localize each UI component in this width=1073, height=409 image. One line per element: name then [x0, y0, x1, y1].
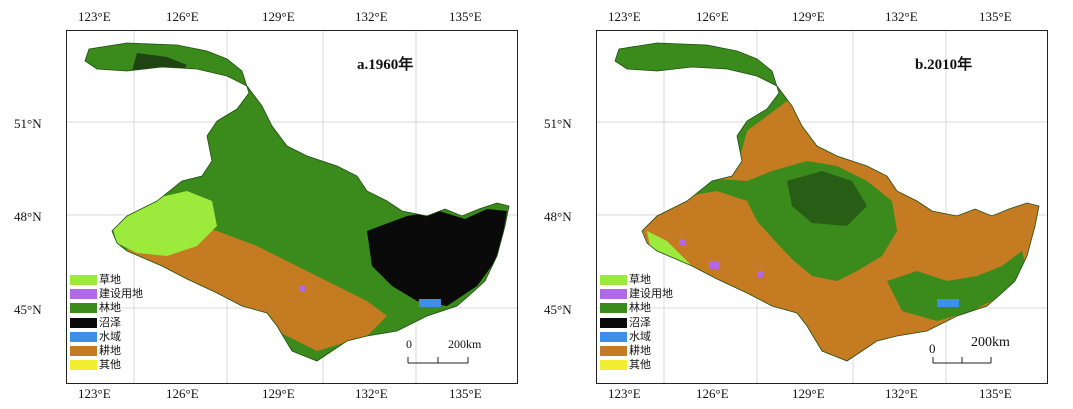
scale-distance: 200km — [448, 337, 482, 351]
legend-label: 沼泽 — [629, 315, 651, 329]
scale-bar-line — [932, 357, 992, 364]
lon-tick-top-129: 129°E — [792, 9, 825, 24]
lon-tick-bottom-132: 132°E — [885, 386, 918, 401]
lat-tick-48: 48°N — [544, 209, 572, 224]
land-use-map-1960 — [67, 31, 517, 383]
legend-swatch — [70, 346, 97, 357]
legend-label: 建设用地 — [629, 287, 673, 301]
scale-bar-line — [407, 357, 469, 364]
legend-label: 水域 — [629, 329, 651, 343]
built-up-area — [709, 261, 719, 269]
map-panel-1960: 123°E 126°E 129°E 132°E 135°E 51°N 48°N … — [8, 0, 538, 409]
lon-tick-bottom-123: 123°E — [608, 386, 641, 401]
legend-item-water: 水域 — [600, 330, 673, 344]
lon-tick-bottom-126: 126°E — [696, 386, 729, 401]
built-up-area-3 — [679, 239, 685, 245]
legend-item-other: 其他 — [70, 358, 143, 372]
lat-tick-45: 45°N — [544, 302, 572, 317]
lon-tick-bottom-132: 132°E — [355, 386, 388, 401]
legend-label: 耕地 — [99, 344, 121, 358]
scale-bar-b: 0 200km — [927, 331, 1010, 367]
scale-distance: 200km — [971, 335, 1010, 350]
legend-label: 其他 — [629, 358, 651, 372]
scale-bar-a: 0 200km — [398, 335, 482, 371]
land-use-map-2010 — [597, 31, 1047, 383]
legend-label: 水域 — [99, 329, 121, 343]
lon-tick-bottom-129: 129°E — [262, 386, 295, 401]
panel-title-b: b.2010年 — [915, 57, 973, 73]
lat-tick-45: 45°N — [14, 302, 42, 317]
legend-item-built-up: 建设用地 — [600, 287, 673, 301]
water-body — [937, 299, 959, 307]
legend-swatch — [600, 331, 627, 342]
legend-label: 林地 — [629, 301, 651, 315]
forest-area-east — [887, 251, 1027, 321]
built-up-area — [299, 286, 305, 292]
legend-swatch — [600, 346, 627, 357]
lon-tick-bottom-135: 135°E — [979, 386, 1012, 401]
legend-swatch — [70, 360, 97, 371]
legend-swatch — [70, 317, 97, 328]
map-frame: b.2010年 草地 建设用地 林地 沼泽 水域 耕地 其他 0 200km — [596, 30, 1048, 384]
legend-item-other: 其他 — [600, 358, 673, 372]
cropland-area-2 — [252, 271, 347, 321]
legend-item-built-up: 建设用地 — [70, 287, 143, 301]
lon-tick-top-123: 123°E — [78, 9, 111, 24]
lon-tick-top-126: 126°E — [166, 9, 199, 24]
scale-zero: 0 — [929, 341, 936, 356]
lon-tick-top-123: 123°E — [608, 9, 641, 24]
legend-swatch — [600, 317, 627, 328]
legend-label: 建设用地 — [99, 287, 143, 301]
legend-item-marsh: 沼泽 — [70, 316, 143, 330]
legend-swatch — [600, 360, 627, 371]
region-boundary — [614, 42, 1040, 362]
lat-tick-48: 48°N — [14, 209, 42, 224]
legend-item-grassland: 草地 — [70, 273, 143, 287]
lon-tick-bottom-126: 126°E — [166, 386, 199, 401]
legend-label: 沼泽 — [99, 315, 121, 329]
water-body — [419, 299, 441, 307]
legend-label: 其他 — [99, 358, 121, 372]
marsh-area — [367, 209, 507, 306]
lon-tick-top-135: 135°E — [979, 9, 1012, 24]
map-panel-2010: 123°E 126°E 129°E 132°E 135°E 51°N 48°N … — [538, 0, 1068, 409]
lon-tick-top-129: 129°E — [262, 9, 295, 24]
legend-item-grassland: 草地 — [600, 273, 673, 287]
lat-tick-51: 51°N — [14, 116, 42, 131]
lon-tick-top-135: 135°E — [449, 9, 482, 24]
built-up-area-2 — [757, 271, 763, 277]
lon-tick-top-132: 132°E — [885, 9, 918, 24]
legend-swatch — [600, 289, 627, 300]
legend-item-marsh: 沼泽 — [600, 316, 673, 330]
legend-swatch — [70, 289, 97, 300]
legend-label: 草地 — [99, 273, 121, 287]
legend-a: 草地 建设用地 林地 沼泽 水域 耕地 其他 — [70, 273, 143, 372]
lon-tick-top-132: 132°E — [355, 9, 388, 24]
legend-item-cropland: 耕地 — [600, 344, 673, 358]
legend-item-cropland: 耕地 — [70, 344, 143, 358]
lat-tick-51: 51°N — [544, 116, 572, 131]
lon-tick-top-126: 126°E — [696, 9, 729, 24]
legend-swatch — [70, 303, 97, 314]
legend-label: 耕地 — [629, 344, 651, 358]
legend-label: 林地 — [99, 301, 121, 315]
grassland-area — [112, 191, 217, 256]
legend-b: 草地 建设用地 林地 沼泽 水域 耕地 其他 — [600, 273, 673, 372]
scale-zero: 0 — [406, 337, 412, 351]
legend-swatch — [600, 275, 627, 286]
dense-forest — [787, 171, 867, 226]
legend-label: 草地 — [629, 273, 651, 287]
panel-title-a: a.1960年 — [357, 57, 414, 73]
map-frame: a.1960年 草地 建设用地 林地 沼泽 水域 耕地 其他 0 200km — [66, 30, 518, 384]
lon-tick-bottom-135: 135°E — [449, 386, 482, 401]
legend-swatch — [70, 331, 97, 342]
legend-item-forest: 林地 — [70, 301, 143, 315]
legend-swatch — [70, 275, 97, 286]
legend-item-forest: 林地 — [600, 301, 673, 315]
lon-tick-bottom-129: 129°E — [792, 386, 825, 401]
legend-item-water: 水域 — [70, 330, 143, 344]
region-boundary — [84, 42, 510, 362]
legend-swatch — [600, 303, 627, 314]
lon-tick-bottom-123: 123°E — [78, 386, 111, 401]
